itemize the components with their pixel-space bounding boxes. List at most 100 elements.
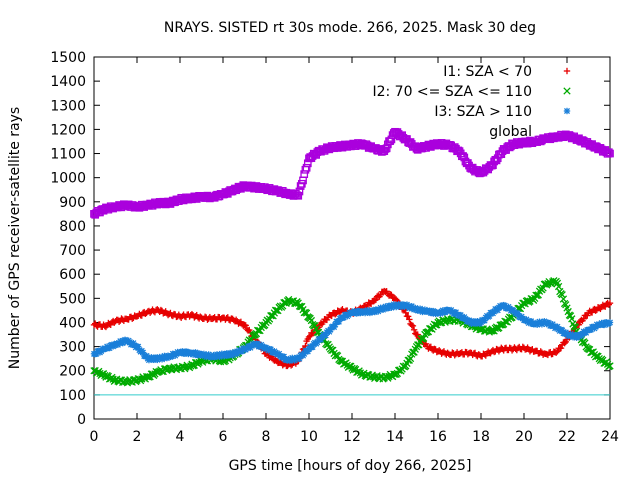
data-point xyxy=(477,319,485,326)
data-point xyxy=(487,161,496,170)
y-tick-label: 800 xyxy=(59,219,86,235)
y-tick-label: 300 xyxy=(59,340,86,356)
data-point xyxy=(133,376,141,385)
data-point xyxy=(337,357,345,365)
data-point xyxy=(467,349,474,356)
data-point xyxy=(90,350,98,358)
data-point xyxy=(477,353,485,360)
data-point xyxy=(101,345,108,353)
data-point xyxy=(316,321,323,329)
data-point xyxy=(434,309,442,317)
chart-title: NRAYS. SISTED rt 30s mode. 266, 2025. Ma… xyxy=(164,20,536,36)
data-point xyxy=(273,350,280,358)
x-tick-label: 18 xyxy=(472,429,490,445)
data-point xyxy=(327,326,334,333)
data-point xyxy=(499,345,506,353)
data-point xyxy=(488,348,495,355)
data-point xyxy=(584,140,593,148)
data-point xyxy=(369,373,378,381)
data-point xyxy=(176,313,184,320)
data-point xyxy=(123,315,130,323)
data-point xyxy=(219,190,227,199)
y-axis: 0 100 200 300 400 500 600 700 800 900 1000 1100 1200… xyxy=(50,50,610,428)
data-point xyxy=(283,297,292,305)
data-point xyxy=(596,304,603,312)
y-tick-label: 700 xyxy=(59,243,86,259)
data-point xyxy=(133,343,141,350)
y-tick-label: 1000 xyxy=(50,171,86,187)
data-point xyxy=(143,201,152,210)
data-point xyxy=(187,362,195,370)
legend-label: I2: 70 <= SZA <= 110 xyxy=(372,84,532,100)
data-point xyxy=(197,193,206,201)
trail-marker xyxy=(584,312,591,319)
data-point xyxy=(424,343,431,350)
data-point xyxy=(391,127,399,136)
data-point xyxy=(305,333,313,341)
data-point xyxy=(338,307,345,314)
data-point xyxy=(380,147,389,155)
data-point xyxy=(198,351,205,359)
data-point xyxy=(574,333,581,341)
data-point xyxy=(563,331,571,338)
data-point xyxy=(111,202,120,211)
legend-label: I3: SZA > 110 xyxy=(434,104,532,120)
data-point xyxy=(499,302,506,309)
data-point xyxy=(251,330,259,339)
data-point xyxy=(391,370,399,379)
data-point xyxy=(209,315,216,323)
data-point xyxy=(359,308,366,315)
data-point xyxy=(326,143,335,152)
data-point xyxy=(445,350,452,358)
x-tick-label: 22 xyxy=(558,429,576,445)
data-point xyxy=(444,141,453,149)
data-point xyxy=(585,326,592,333)
data-point xyxy=(272,187,281,195)
data-point xyxy=(606,319,614,326)
series-i1-sza-70 xyxy=(90,287,614,370)
data-point xyxy=(402,362,410,370)
x-axis-label: GPS time [hours of doy 266, 2025] xyxy=(229,458,472,474)
data-point xyxy=(606,149,614,158)
data-point xyxy=(241,321,248,329)
series-global xyxy=(90,127,614,219)
data-point xyxy=(477,168,485,177)
trail-marker xyxy=(296,182,305,190)
data-point xyxy=(466,164,475,172)
data-point xyxy=(510,307,517,314)
series-layer xyxy=(90,127,614,387)
data-point xyxy=(186,194,195,203)
trail-marker xyxy=(410,326,418,334)
data-point xyxy=(198,314,205,321)
data-point xyxy=(606,362,614,370)
data-point xyxy=(176,349,184,356)
trail-marker xyxy=(406,354,415,363)
data-point xyxy=(370,297,377,304)
data-point xyxy=(122,201,131,210)
data-point xyxy=(584,345,593,353)
y-tick-label: 600 xyxy=(59,267,86,283)
trail-marker xyxy=(435,347,443,354)
data-point xyxy=(327,312,334,319)
data-point xyxy=(219,314,227,321)
data-point xyxy=(209,353,216,360)
data-point xyxy=(456,312,463,319)
y-tick-label: 1100 xyxy=(50,147,86,163)
series-i3-sza-110 xyxy=(90,301,614,365)
data-point xyxy=(595,144,604,153)
data-point xyxy=(101,371,109,380)
data-point xyxy=(402,309,409,317)
data-point xyxy=(380,374,388,382)
series-i2-70-sza-110 xyxy=(90,277,614,387)
data-point xyxy=(402,302,409,309)
data-point xyxy=(176,364,184,372)
data-point xyxy=(455,147,464,155)
data-point xyxy=(573,135,582,143)
trail-marker xyxy=(323,316,331,324)
data-point xyxy=(208,193,217,201)
x-tick-label: 24 xyxy=(601,429,619,445)
legend-marker xyxy=(563,67,571,75)
data-point xyxy=(133,313,141,320)
data-point xyxy=(112,318,119,325)
